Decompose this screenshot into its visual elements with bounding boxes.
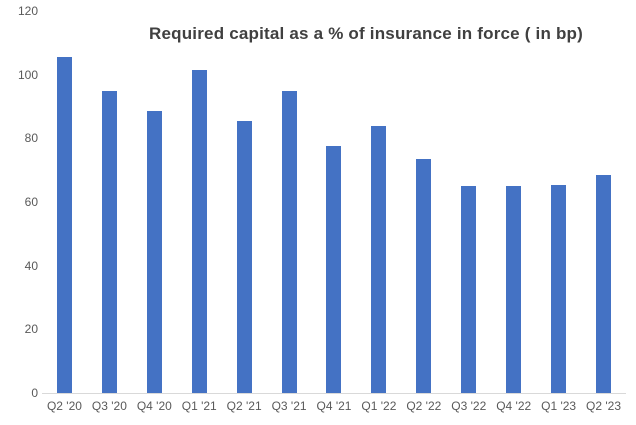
bar-Q1 '21 [191,69,207,393]
bar-Q4 '20 [146,111,162,393]
bar-Q2 '23 [596,174,612,393]
bar-Q4 '22 [506,186,522,393]
bar-slot [536,11,581,393]
bar-slot [222,11,267,393]
chart-title: Required capital as a % of insurance in … [149,24,583,43]
bar-slot [581,11,626,393]
bar-slot [446,11,491,393]
bar-Q3 '22 [461,186,477,393]
bar-slot [356,11,401,393]
bar-slot [491,11,536,393]
bar-slot [312,11,357,393]
y-axis-tick-label: 20 [24,322,38,337]
x-axis-category-label: Q1 '21 [181,399,217,413]
x-axis-category-label: Q2 '20 [46,399,82,413]
x-axis-category-label: Q3 '21 [271,399,307,413]
x-axis-category-label: Q2 '22 [406,399,442,413]
bar-slot [42,11,87,393]
y-axis: 0 20 40 60 80 100 120 [0,4,38,400]
bar-Q2 '21 [236,120,252,393]
bar-slot [87,11,132,393]
y-axis-tick-label: 0 [31,386,38,400]
bar-slot [132,11,177,393]
x-axis-category-label: Q1 '22 [361,399,397,413]
x-axis-category-label: Q2 '21 [226,399,262,413]
x-axis: Q2 '20 Q3 '20 Q4 '20 Q1 '21 Q2 '21 Q3 '21 Q4 '… [42,399,626,414]
bar-slot [401,11,446,393]
y-axis-tick-label: 100 [17,67,38,82]
y-axis-tick-label: 60 [24,195,38,209]
bar-Q1 '22 [371,125,387,393]
x-axis-category-label: Q3 '22 [451,399,487,413]
bar-Q2 '22 [416,159,432,393]
x-axis-category-label: Q4 '20 [136,399,172,413]
bar-Q4 '21 [326,146,342,393]
x-axis-category-label: Q4 '22 [496,399,532,413]
y-axis-tick-label: 120 [17,4,38,18]
bar-slot [177,11,222,393]
x-axis-category-label: Q2 '23 [586,399,622,413]
bar-Q3 '20 [101,90,117,393]
x-axis-category-label: Q1 '23 [541,399,577,413]
bar-Q1 '23 [551,184,567,393]
y-axis-tick-label: 40 [24,258,38,273]
bar-Q3 '21 [281,90,297,393]
x-axis-category-label: Q4 '21 [316,399,352,413]
y-axis-tick-label: 80 [24,131,38,146]
plot-area [42,11,626,394]
bar-Q2 '20 [56,57,72,393]
x-axis-category-label: Q3 '20 [91,399,127,413]
bar-slot [267,11,312,393]
